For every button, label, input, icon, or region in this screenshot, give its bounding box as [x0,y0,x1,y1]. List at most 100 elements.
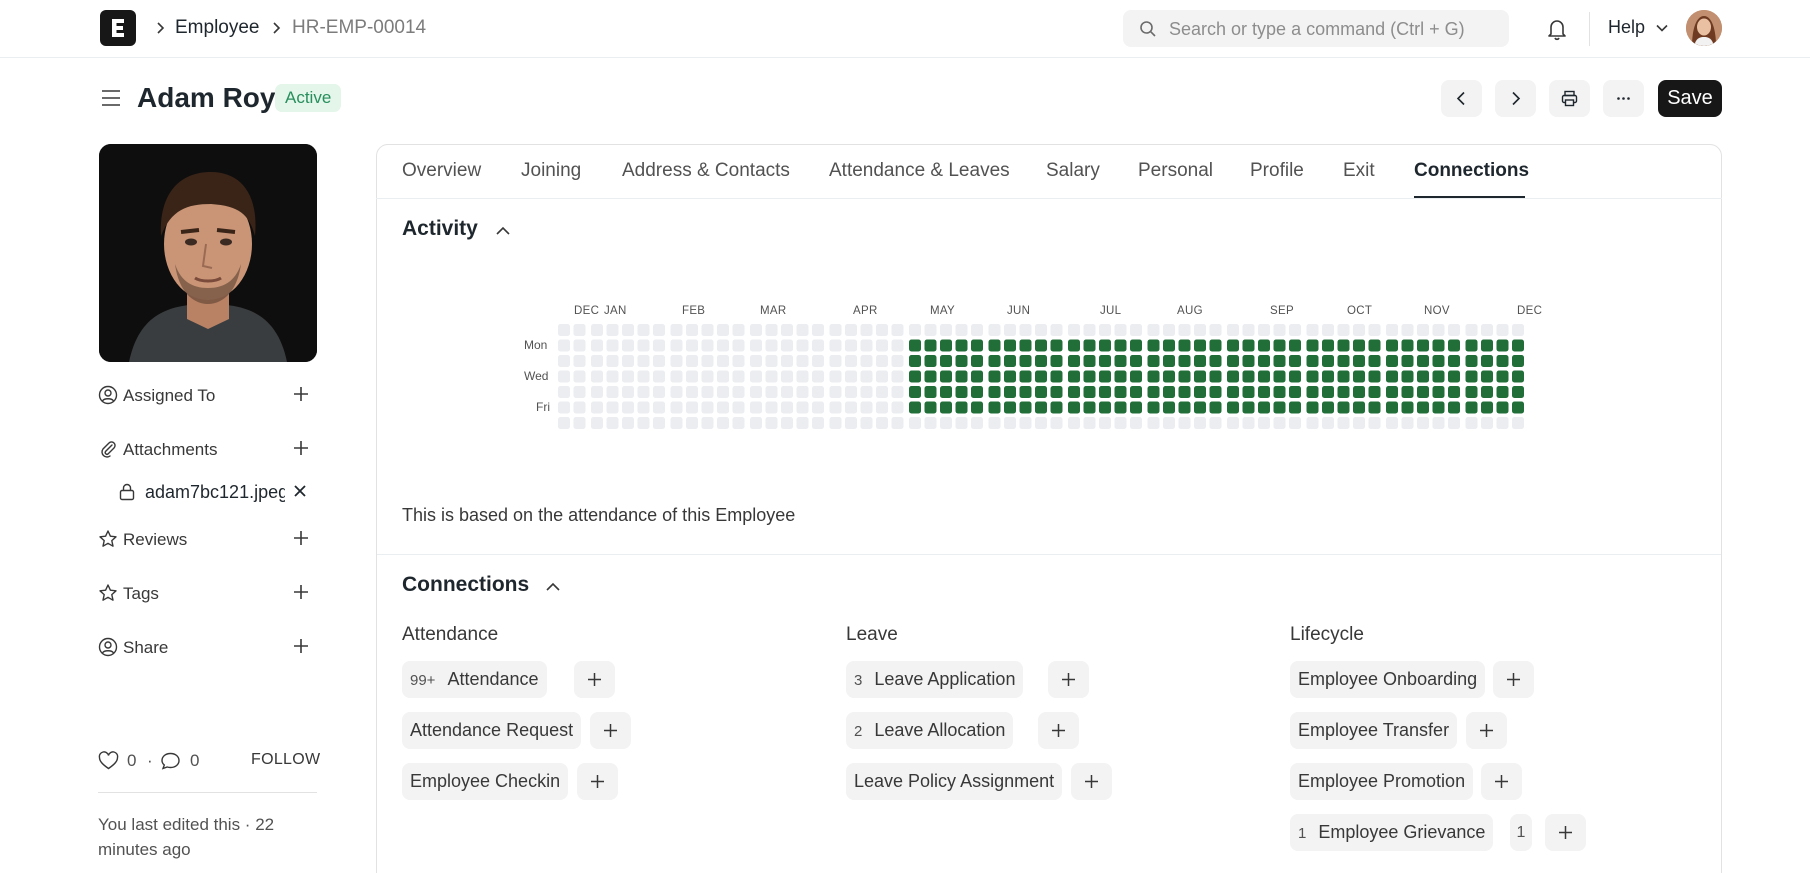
heatmap-cell [1050,355,1063,367]
heatmap-cell [1099,339,1111,352]
heatmap-cell [1386,401,1398,414]
share-row[interactable]: Share [98,635,310,659]
heart-icon[interactable] [98,751,119,771]
employee-promotion-link[interactable]: Employee Promotion [1290,763,1474,800]
tab-attendance-leaves[interactable]: Attendance & Leaves [829,160,1010,181]
employee-transfer-link[interactable]: Employee Transfer [1290,712,1458,749]
heatmap-cell [558,339,570,352]
heatmap-cell [558,417,570,429]
heatmap-cell [1004,339,1016,352]
add-leave-application-button[interactable] [1048,661,1089,698]
save-button[interactable]: Save [1658,80,1722,117]
heatmap-cell [1289,339,1301,352]
attendance-request-link[interactable]: Attendance Request [402,712,582,749]
add-leave-policy-assignment-button[interactable] [1071,763,1112,800]
add-attendance-button[interactable] [574,661,615,698]
leave-allocation-link[interactable]: 2 Leave Allocation [846,712,1014,749]
help-dropdown[interactable]: Help [1608,17,1668,38]
leave-policy-assignment-link[interactable]: Leave Policy Assignment [846,763,1063,800]
tab-salary[interactable]: Salary [1046,160,1100,181]
employee-onboarding-link[interactable]: Employee Onboarding [1290,661,1486,698]
heatmap-cell [796,324,809,336]
attachments-label: Attachments [123,440,218,459]
add-leave-allocation-button[interactable] [1038,712,1079,749]
employee-grievance-link[interactable]: 1 Employee Grievance [1290,814,1494,851]
activity-section-title[interactable]: Activity [402,217,478,240]
heatmap-cell [1322,370,1334,383]
sidebar-toggle-icon[interactable] [100,87,122,109]
breadcrumb-employee[interactable]: Employee [175,17,260,38]
likes-count: 0 [127,751,137,770]
next-record-button[interactable] [1495,80,1536,117]
tags-row[interactable]: Tags [98,581,310,605]
app-logo-icon[interactable] [100,10,136,46]
search-input[interactable]: Search or type a command (Ctrl + G) [1123,10,1509,47]
plus-icon [1495,775,1508,788]
heatmap-cell [1019,386,1032,398]
print-button[interactable] [1549,80,1590,117]
heatmap-cell [1465,370,1478,383]
leave-application-link[interactable]: 3 Leave Application [846,661,1024,698]
heatmap-cell [909,324,921,336]
tab-connections[interactable]: Connections [1414,160,1530,181]
heatmap-cell [1432,339,1445,352]
add-employee-promotion-button[interactable] [1481,763,1522,800]
heatmap-cell [1465,339,1478,352]
heatmap-cell [955,370,968,383]
heatmap-cell [924,355,937,367]
add-employee-onboarding-button[interactable] [1493,661,1534,698]
heatmap-cell [1050,417,1063,429]
heatmap-cell [1227,355,1239,367]
tab-joining[interactable]: Joining [521,160,582,181]
assigned-to-row[interactable]: Assigned To [98,383,310,407]
tab-personal[interactable]: Personal [1138,160,1213,181]
heatmap-cell [955,417,968,429]
tab-exit[interactable]: Exit [1343,160,1375,181]
add-employee-grievance-button[interactable] [1545,814,1586,851]
breadcrumb-record[interactable]: HR-EMP-00014 [292,17,427,38]
add-employee-checkin-button[interactable] [577,763,618,800]
heatmap-cell [1178,355,1191,367]
follow-button[interactable]: FOLLOW [251,751,321,768]
heatmap-cell [1163,324,1175,336]
chevron-up-icon[interactable] [494,224,512,238]
reviews-row[interactable]: Reviews [98,527,310,551]
heatmap-cell [1368,324,1381,336]
add-attachment-plus-icon[interactable] [292,439,310,457]
heatmap-cell [701,355,714,367]
lock-icon [119,483,135,501]
add-tag-plus-icon[interactable] [292,583,310,601]
heatmap-cell [1178,401,1191,414]
tab-address-contacts[interactable]: Address & Contacts [622,160,790,181]
add-assignee-plus-icon[interactable] [292,385,310,403]
heatmap-cell [1368,417,1381,429]
connections-section-title[interactable]: Connections [402,573,530,596]
heatmap-cell [637,386,650,398]
heatmap-cell [1432,355,1445,367]
attendance-link[interactable]: 99+ Attendance [402,661,547,698]
remove-attachment-icon[interactable] [292,483,308,499]
chevron-up-icon[interactable] [544,580,562,594]
employee-checkin-link[interactable]: Employee Checkin [402,763,569,800]
attachments-row[interactable]: Attachments [98,437,310,461]
tab-profile[interactable]: Profile [1250,160,1304,181]
plus-icon [591,775,604,788]
add-attendance-request-button[interactable] [590,712,631,749]
add-review-plus-icon[interactable] [292,529,310,547]
heatmap-cell [1432,417,1445,429]
plus-icon [1052,724,1065,737]
attachment-filename[interactable]: adam7bc121.jpeg [145,482,285,502]
previous-record-button[interactable] [1441,80,1482,117]
heatmap-cell [686,401,698,414]
employee-photo[interactable] [99,144,317,362]
add-share-plus-icon[interactable] [292,637,310,655]
heatmap-cell [1019,339,1032,352]
notification-bell-icon[interactable] [1546,17,1568,41]
tab-overview[interactable]: Overview [402,160,482,181]
plus-icon [1480,724,1493,737]
attachment-item[interactable]: adam7bc121.jpeg [118,480,318,504]
comment-icon[interactable] [160,751,181,771]
add-employee-transfer-button[interactable] [1466,712,1507,749]
user-avatar[interactable] [1686,10,1722,46]
more-actions-button[interactable] [1603,80,1644,117]
